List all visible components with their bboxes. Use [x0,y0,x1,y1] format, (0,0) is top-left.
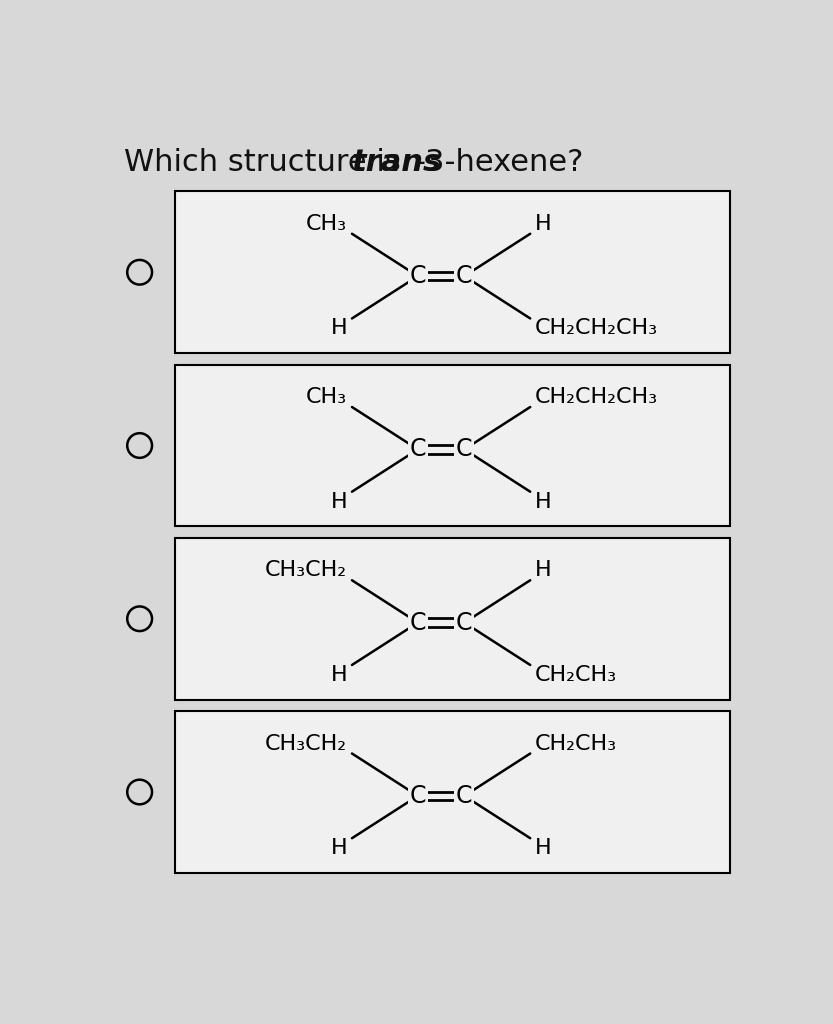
Text: C: C [410,437,426,462]
Text: C: C [456,437,472,462]
Text: H: H [331,492,347,512]
Text: -3-hexene?: -3-hexene? [415,148,584,177]
Text: CH₂CH₂CH₃: CH₂CH₂CH₃ [535,387,658,407]
Text: CH₂CH₂CH₃: CH₂CH₂CH₃ [535,318,658,339]
Text: trans: trans [352,148,441,177]
Text: H: H [331,665,347,685]
FancyBboxPatch shape [175,538,731,699]
FancyBboxPatch shape [175,365,731,526]
Text: CH₂CH₃: CH₂CH₃ [535,665,617,685]
Text: C: C [410,264,426,288]
Text: CH₃CH₂: CH₃CH₂ [265,733,347,754]
Text: H: H [331,839,347,858]
Text: C: C [456,264,472,288]
Text: CH₂CH₃: CH₂CH₃ [535,733,617,754]
Text: H: H [535,214,551,233]
Text: H: H [535,492,551,512]
Text: C: C [456,783,472,808]
Text: H: H [331,318,347,339]
Text: H: H [535,839,551,858]
Text: C: C [456,610,472,635]
Text: CH₃: CH₃ [307,387,347,407]
FancyBboxPatch shape [175,711,731,872]
Text: H: H [535,560,551,581]
Text: C: C [410,610,426,635]
FancyBboxPatch shape [175,191,731,353]
Text: C: C [410,783,426,808]
Text: Which structure is: Which structure is [123,148,410,177]
Text: CH₃CH₂: CH₃CH₂ [265,560,347,581]
Text: CH₃: CH₃ [307,214,347,233]
